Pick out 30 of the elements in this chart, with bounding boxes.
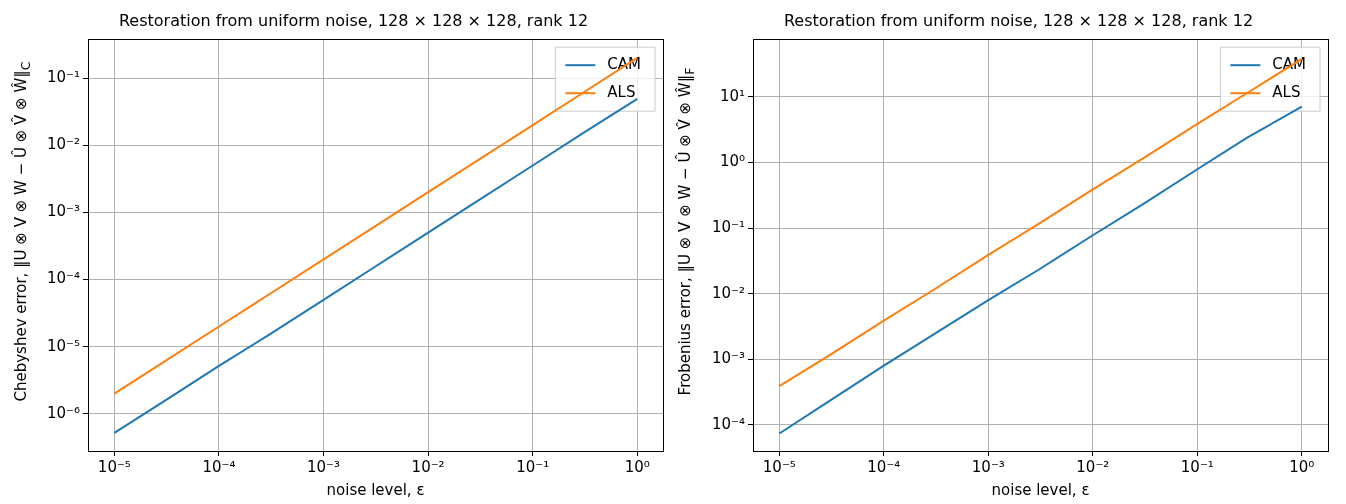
x-tick-label: 10⁻² [1076,457,1110,476]
x-tick-label: 10⁻³ [971,457,1005,476]
x-tick-label: 10⁻⁴ [867,457,901,476]
x-tick-label: 10⁰ [624,457,650,476]
x-tick-label: 10⁻⁵ [762,457,796,476]
y-tick-label: 10¹ [719,86,746,105]
y-tick-label: 10⁻⁶ [46,403,81,422]
y-tick-label: 10⁻⁵ [46,336,81,355]
chart-title: Restoration from uniform noise, 128 × 128 × 128, rank 12 [783,10,1254,30]
y-tick-label: 10⁰ [719,152,746,171]
y-tick-label: 10⁻³ [46,202,81,221]
chart-title: Restoration from uniform noise, 128 × 128 × 128, rank 12 [118,10,589,30]
x-tick-label: 10⁻⁵ [97,457,131,476]
legend-label: ALS [607,83,636,102]
y-tick-label: 10⁻¹ [711,218,746,237]
x-axis-title: noise level, ε [326,480,425,499]
y-tick-label: 10⁻¹ [46,68,81,87]
x-tick-label: 10⁻¹ [516,457,550,476]
x-tick-label: 10⁻⁴ [202,457,236,476]
x-tick-label: 10⁻³ [307,457,341,476]
y-tick-label: 10⁻² [711,283,746,302]
x-tick-label: 10⁻² [411,457,445,476]
x-tick-label: 10⁻¹ [1180,457,1214,476]
x-tick-label: 10⁰ [1289,457,1315,476]
x-axis-title: noise level, ε [991,480,1090,499]
y-tick-label: 10⁻⁴ [711,414,746,433]
y-tick-label: 10⁻² [46,135,81,154]
y-tick-label: 10⁻³ [711,349,746,368]
y-tick-label: 10⁻⁴ [46,269,81,288]
legend-label: ALS [1272,83,1301,102]
